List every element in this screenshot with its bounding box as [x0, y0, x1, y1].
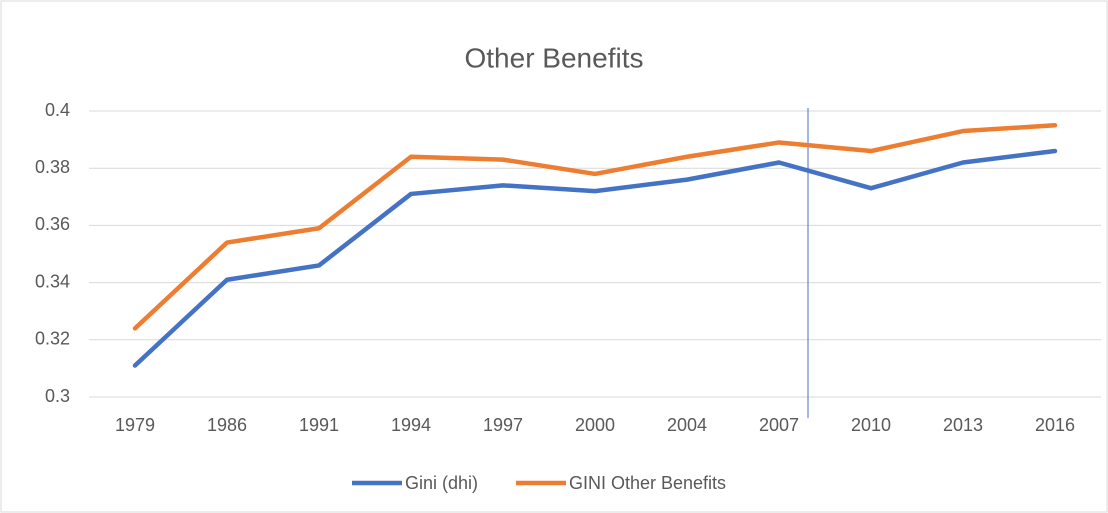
x-tick-label: 1997	[483, 415, 523, 435]
x-tick-label: 2000	[575, 415, 615, 435]
legend-label: Gini (dhi)	[405, 473, 478, 493]
y-tick-label: 0.4	[45, 100, 70, 120]
y-tick-label: 0.32	[35, 329, 70, 349]
x-tick-label: 2007	[759, 415, 799, 435]
y-tick-label: 0.34	[35, 271, 70, 291]
x-tick-label: 1986	[207, 415, 247, 435]
series-line	[132, 148, 1058, 368]
y-tick-label: 0.36	[35, 214, 70, 234]
x-tick-label: 2016	[1035, 415, 1075, 435]
x-tick-label: 1991	[299, 415, 339, 435]
y-tick-label: 0.38	[35, 157, 70, 177]
legend-label: GINI Other Benefits	[569, 473, 726, 493]
x-tick-label: 1979	[115, 415, 155, 435]
x-tick-label: 2010	[851, 415, 891, 435]
chart-title: Other Benefits	[465, 42, 644, 73]
x-tick-label: 2004	[667, 415, 707, 435]
x-tick-label: 2013	[943, 415, 983, 435]
series-line	[132, 123, 1058, 331]
y-tick-label: 0.3	[45, 386, 70, 406]
x-tick-label: 1994	[391, 415, 431, 435]
